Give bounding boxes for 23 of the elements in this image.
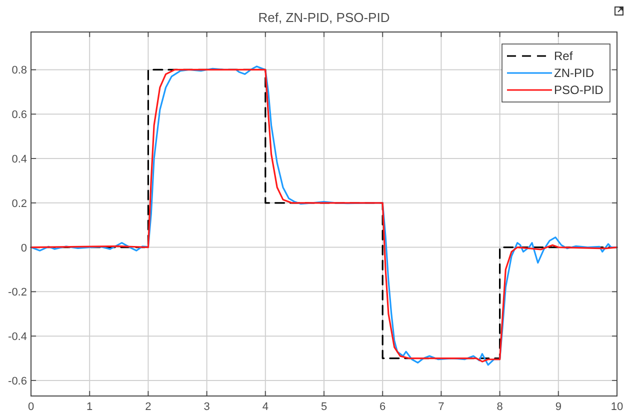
x-tick-label: 9 <box>555 401 562 413</box>
y-tick-label: -0.6 <box>8 375 27 388</box>
y-tick-label: 0 <box>20 242 27 254</box>
legend-label: PSO-PID <box>554 83 604 97</box>
y-tick-label: -0.4 <box>8 331 27 344</box>
x-tick-label: 1 <box>86 401 93 413</box>
x-tick-label: 4 <box>262 401 268 413</box>
y-tick-label: -0.2 <box>8 286 27 299</box>
x-tick-label: 7 <box>438 401 444 413</box>
x-tick-label: 10 <box>610 401 624 413</box>
x-tick-label: 5 <box>320 401 328 413</box>
x-tick-label: 2 <box>145 401 152 413</box>
chart-title: Ref, ZN-PID, PSO-PID <box>258 10 390 25</box>
x-tick-label: 3 <box>204 401 210 413</box>
y-tick-label: 0.2 <box>12 198 27 210</box>
x-tick-label: 0 <box>28 401 34 413</box>
x-tick-label: 6 <box>380 401 386 413</box>
y-tick-label: 0.6 <box>12 109 27 122</box>
legend-label: Ref <box>554 49 574 63</box>
y-tick-label: 0.8 <box>12 64 27 77</box>
x-tick-label: 8 <box>496 401 503 413</box>
legend-label: ZN-PID <box>554 66 594 80</box>
y-tick-label: 0.4 <box>12 154 27 166</box>
